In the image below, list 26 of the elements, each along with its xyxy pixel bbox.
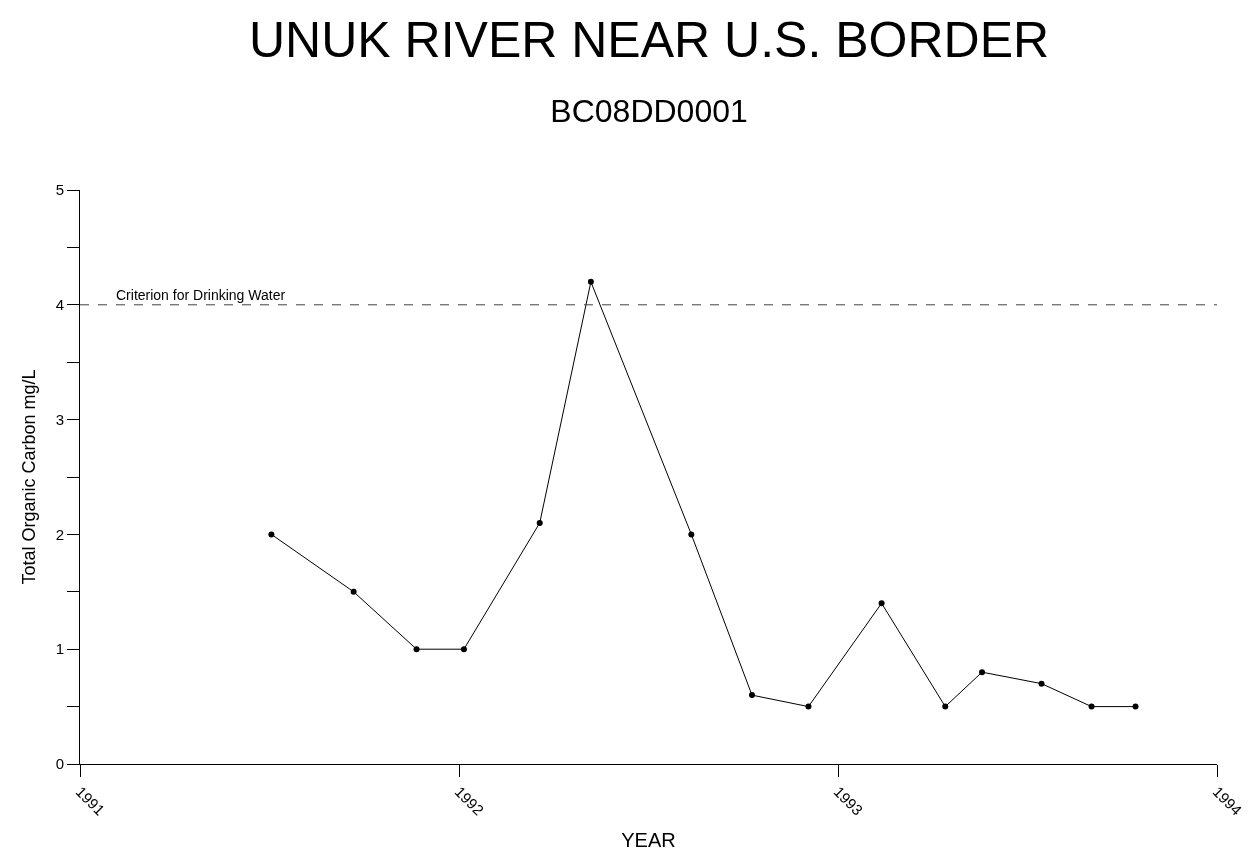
point bbox=[688, 531, 695, 538]
point bbox=[1038, 680, 1045, 687]
ref-line-label: Criterion for Drinking Water bbox=[116, 287, 286, 303]
point bbox=[942, 703, 949, 710]
y-tick-label: 2 bbox=[55, 525, 64, 543]
y-tick-label: 5 bbox=[55, 181, 64, 199]
y-axis-title: Total Organic Carbon mg/L bbox=[18, 369, 39, 585]
point bbox=[587, 278, 594, 285]
point bbox=[268, 531, 275, 538]
y-tick-label: 4 bbox=[55, 296, 64, 314]
chart-title: UNUK RIVER NEAR U.S. BORDER bbox=[249, 12, 1050, 68]
y-tick-label: 3 bbox=[55, 410, 64, 428]
point bbox=[413, 646, 420, 653]
point bbox=[350, 588, 357, 595]
point bbox=[536, 519, 543, 526]
point bbox=[878, 600, 885, 607]
point bbox=[748, 692, 755, 699]
point bbox=[979, 669, 986, 676]
point bbox=[1132, 703, 1139, 710]
y-tick-label: 0 bbox=[55, 755, 64, 773]
chart-subtitle: BC08DD0001 bbox=[550, 93, 748, 129]
point bbox=[805, 703, 812, 710]
point bbox=[1088, 703, 1095, 710]
x-axis-title: YEAR bbox=[621, 829, 676, 852]
point bbox=[460, 646, 467, 653]
y-tick-label: 1 bbox=[55, 640, 64, 658]
